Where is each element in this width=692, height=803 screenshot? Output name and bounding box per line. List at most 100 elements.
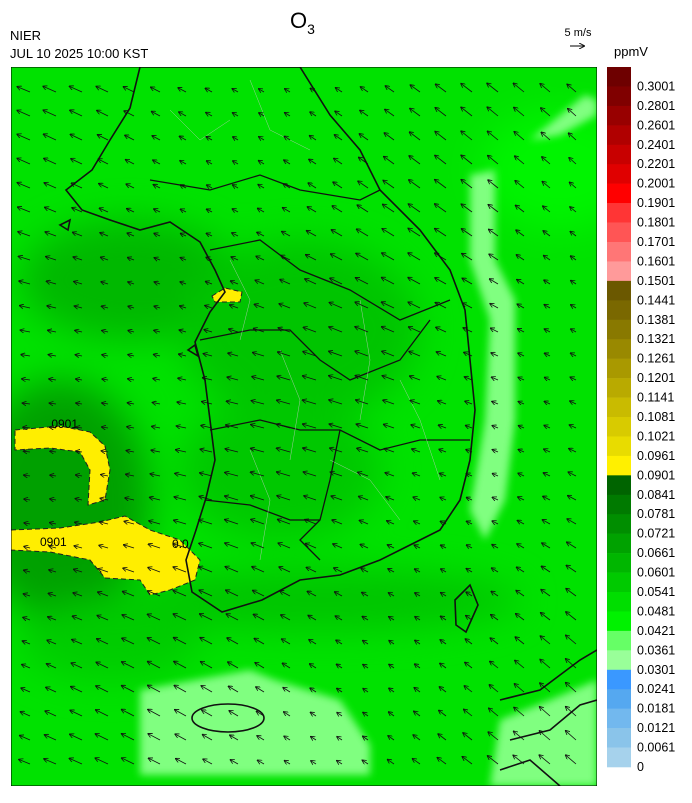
wind-arrow [490, 279, 499, 285]
wind-arrow [544, 329, 551, 332]
wind-arrow [122, 758, 135, 765]
wind-arrow [259, 113, 265, 116]
wind-arrow [20, 736, 31, 741]
wind-arrow [98, 569, 109, 573]
wind-arrow [571, 305, 577, 308]
wind-arrow [173, 590, 187, 597]
wind-arrow [176, 426, 187, 428]
wind-arrow [17, 87, 31, 93]
wind-arrow [17, 158, 31, 165]
wind-arrow [175, 734, 187, 741]
wind-arrow [491, 353, 499, 356]
wind-arrow [389, 641, 395, 644]
colorbar-segment [607, 319, 631, 340]
colorbar-label: 0.0721 [637, 527, 675, 541]
wind-arrow [491, 328, 499, 333]
colorbar-segment [607, 242, 631, 262]
colorbar-label: 0.0961 [637, 449, 675, 463]
wind-arrow [200, 638, 213, 645]
wind-arrow [465, 662, 473, 669]
wind-arrow [149, 521, 161, 525]
wind-arrow [408, 253, 421, 261]
wind-arrow [251, 519, 265, 525]
wind-arrow [438, 401, 447, 404]
wind-arrow [152, 426, 161, 428]
wind-arrow [48, 617, 57, 620]
wind-arrow [543, 231, 551, 237]
wind-arrow [151, 87, 161, 93]
wind-arrow [517, 521, 525, 524]
wind-arrow [284, 761, 291, 764]
wind-arrow [278, 519, 291, 525]
wind-arrow [99, 184, 109, 189]
wind-arrow [128, 379, 135, 380]
wind-arrow [544, 425, 551, 428]
wind-arrow [22, 641, 31, 644]
wind-arrow [284, 712, 291, 717]
wind-arrow [337, 761, 343, 764]
colorbar-label: 0.3001 [637, 79, 675, 93]
wind-arrow [466, 592, 473, 596]
wind-arrow [566, 612, 577, 621]
wind-arrow [174, 497, 187, 501]
wind-arrow [45, 735, 57, 741]
wind-arrow [362, 617, 369, 620]
wind-arrow [310, 664, 317, 669]
wind-arrow [545, 353, 551, 356]
wind-arrow [383, 204, 395, 213]
wind-arrow [541, 108, 551, 117]
wind-arrow [515, 637, 525, 645]
wind-arrow [384, 133, 395, 141]
wind-arrow [566, 731, 577, 741]
wind-arrow [359, 496, 369, 501]
wind-arrow [45, 711, 57, 717]
wind-arrow [571, 329, 577, 332]
wind-arrow [515, 181, 525, 189]
colorbar-label: 0.2001 [637, 177, 675, 191]
wind-arrow [43, 110, 57, 117]
wind-arrow [409, 352, 421, 357]
wind-arrow [410, 400, 421, 405]
colorbar-segment [607, 611, 631, 632]
colorbar-label: 0.2601 [637, 118, 675, 132]
wind-arrow [251, 472, 265, 477]
colorbar-label: 0.0061 [637, 741, 675, 755]
colorbar-label: 0.0421 [637, 624, 675, 638]
wind-arrow [518, 497, 525, 500]
wind-arrow [355, 376, 369, 381]
wind-arrow [252, 377, 265, 381]
wind-arrow [18, 256, 31, 261]
wind-arrow [359, 134, 369, 141]
wind-arrow [23, 427, 31, 428]
wind-arrow [284, 136, 291, 140]
wind-arrow [467, 521, 473, 524]
wind-arrow [329, 400, 343, 405]
wind-arrow [333, 182, 343, 189]
wind-arrow [43, 86, 57, 93]
wind-arrow [463, 328, 473, 333]
wind-arrow [150, 497, 161, 500]
wind-arrow [540, 636, 551, 645]
wind-arrow [570, 207, 577, 213]
wind-arrow [566, 707, 577, 717]
wind-arrow [285, 89, 291, 92]
colorbar-segment [607, 689, 631, 709]
wind-arrow [363, 736, 369, 740]
wind-arrow [75, 522, 83, 524]
wind-arrow [359, 157, 369, 165]
wind-arrow [518, 402, 525, 404]
wind-arrow [154, 258, 161, 260]
colorbar-label: 0.1321 [637, 332, 675, 346]
wind-arrow [542, 157, 551, 165]
wind-arrow [232, 233, 239, 236]
wind-arrow [122, 686, 135, 693]
wind-arrow [206, 281, 213, 284]
wind-arrow [329, 303, 343, 309]
wind-arrow [383, 400, 395, 405]
wind-arrow [435, 180, 447, 189]
colorbar-segment [607, 222, 631, 243]
colorbar-label: 0.1601 [637, 254, 675, 268]
wind-arrow [541, 613, 551, 621]
wind-arrow [154, 330, 161, 332]
wind-arrow [337, 688, 343, 692]
